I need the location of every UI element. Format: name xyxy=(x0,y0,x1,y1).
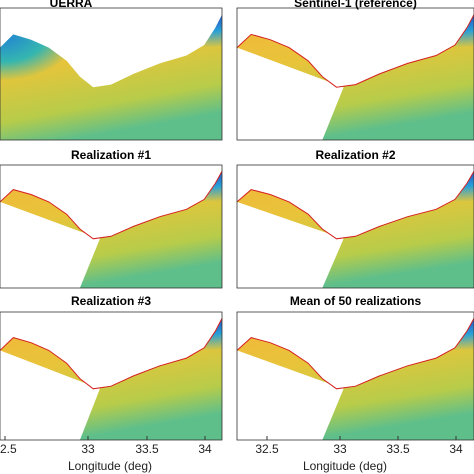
x-axis-label: Longitude (deg) xyxy=(303,459,387,473)
land xyxy=(0,8,222,88)
panel-frame xyxy=(0,164,223,289)
coastline xyxy=(0,318,223,390)
panel-title: Realization #2 xyxy=(315,148,395,162)
x-tick-label: 33.5 xyxy=(386,442,410,456)
map-panel xyxy=(236,311,474,441)
panel-title: UERRA xyxy=(50,0,93,10)
panel-frame xyxy=(236,7,474,141)
x-tick-label: 34 xyxy=(449,442,463,456)
panel-frame xyxy=(0,7,223,141)
land xyxy=(237,8,474,88)
panel-title: Sentinel-1 (reference) xyxy=(294,0,417,10)
coastline xyxy=(236,170,474,240)
coastline xyxy=(0,170,223,240)
map-panel xyxy=(0,7,223,141)
no-data xyxy=(0,201,100,288)
x-tick-label: 32.5 xyxy=(0,442,17,456)
map-panel xyxy=(236,164,474,289)
no-data xyxy=(237,350,344,440)
panel-title: Realization #1 xyxy=(71,148,151,162)
land xyxy=(237,312,474,389)
land xyxy=(0,312,222,389)
coastline xyxy=(236,318,474,390)
no-data xyxy=(237,47,344,140)
x-tick-label: 32.5 xyxy=(255,442,279,456)
land xyxy=(0,165,222,239)
no-data xyxy=(0,350,100,440)
no-data xyxy=(237,201,344,288)
x-axis-label: Longitude (deg) xyxy=(68,459,152,473)
panel-title: Realization #3 xyxy=(71,294,151,308)
map-panel xyxy=(0,311,223,441)
panel-title: Mean of 50 realizations xyxy=(290,294,422,308)
panel-frame xyxy=(0,311,223,441)
panel-frame xyxy=(236,311,474,441)
panel-frame xyxy=(236,164,474,289)
coastline xyxy=(236,14,474,88)
land xyxy=(237,165,474,239)
x-tick-label: 33 xyxy=(333,442,347,456)
map-panel xyxy=(236,7,474,141)
map-panel xyxy=(0,164,223,289)
x-tick-label: 34 xyxy=(198,442,212,456)
x-tick-label: 33.5 xyxy=(135,442,159,456)
x-tick-label: 33 xyxy=(81,442,95,456)
